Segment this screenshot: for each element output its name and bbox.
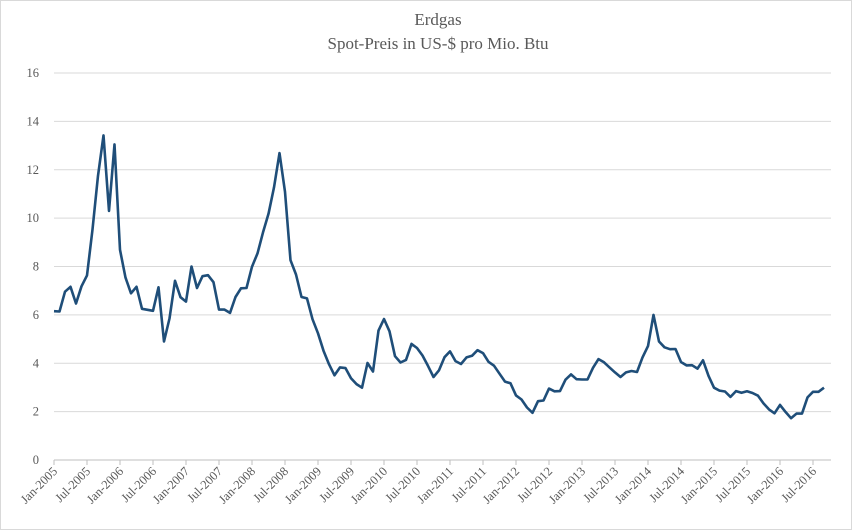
x-tick-label: Jan-2012: [480, 464, 522, 506]
x-tick-label: Jan-2013: [546, 464, 588, 506]
series-line: [53, 134, 825, 420]
y-tick-label: 12: [27, 163, 40, 177]
y-tick-label: 16: [27, 66, 40, 80]
x-tick-label: Jan-2006: [84, 464, 126, 506]
y-tick-label: 2: [33, 405, 39, 419]
x-tick-label: Jan-2007: [150, 464, 192, 506]
chart-subtitle: Spot-Preis in US-$ pro Mio. Btu: [327, 34, 549, 53]
x-tick-label: Jan-2005: [18, 464, 60, 506]
x-tick-label: Jan-2011: [414, 464, 456, 506]
x-tick-label: Jan-2016: [744, 464, 786, 506]
x-tick-label: Jan-2010: [348, 464, 390, 506]
x-tick-label: Jul-2016: [778, 464, 819, 505]
y-tick-label: 6: [33, 308, 39, 322]
y-tick-label: 0: [33, 453, 39, 467]
x-tick-label: Jan-2009: [282, 464, 324, 506]
x-tick-label: Jan-2014: [612, 464, 655, 507]
x-tick-label: Jan-2015: [678, 464, 720, 506]
chart-title: Erdgas: [414, 10, 461, 29]
x-tick-label: Jan-2008: [216, 464, 258, 506]
y-tick-label: 4: [33, 356, 40, 370]
y-tick-label: 10: [27, 211, 40, 225]
y-tick-label: 8: [33, 260, 39, 274]
y-tick-label: 14: [27, 114, 40, 128]
